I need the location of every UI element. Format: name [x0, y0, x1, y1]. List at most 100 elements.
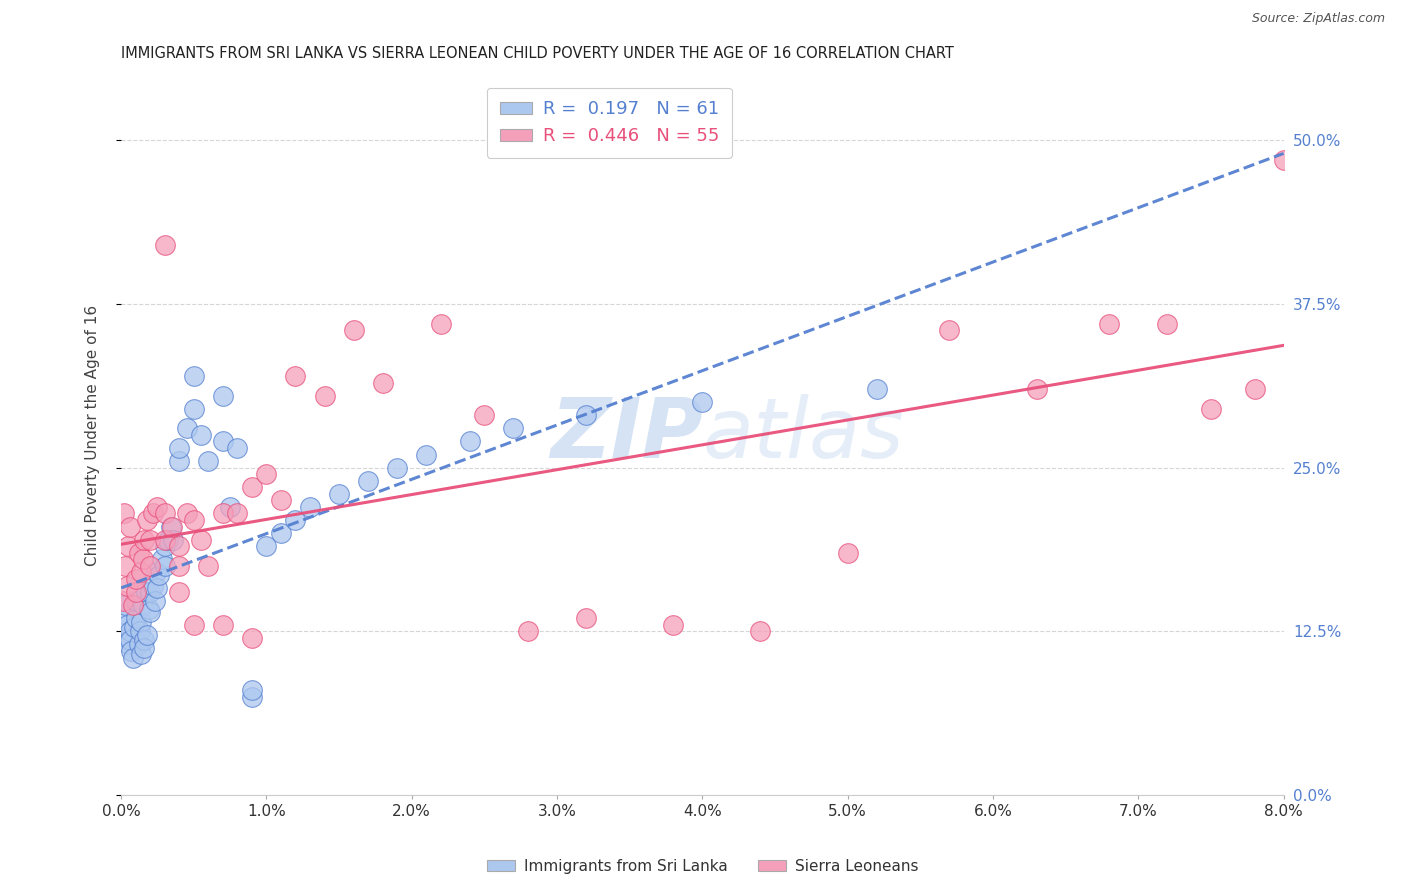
Point — [134, 641, 156, 656]
Point — [117, 637, 139, 651]
Point — [270, 526, 292, 541]
Point — [474, 409, 496, 423]
Point — [387, 460, 409, 475]
Point — [121, 650, 143, 665]
Point — [167, 539, 190, 553]
Point — [240, 690, 263, 704]
Point — [256, 539, 278, 553]
Point — [121, 598, 143, 612]
Point — [343, 323, 366, 337]
Point — [240, 683, 263, 698]
Point — [517, 624, 540, 639]
Point — [132, 598, 155, 612]
Point — [153, 539, 176, 553]
Point — [111, 594, 134, 608]
Point — [167, 585, 190, 599]
Point — [115, 631, 138, 645]
Point — [226, 507, 249, 521]
Point — [371, 376, 394, 390]
Point — [270, 493, 292, 508]
Point — [183, 401, 205, 416]
Point — [167, 558, 190, 573]
Point — [139, 605, 162, 619]
Point — [143, 594, 166, 608]
Point — [240, 631, 263, 645]
Point — [139, 533, 162, 547]
Point — [226, 441, 249, 455]
Point — [153, 558, 176, 573]
Point — [167, 454, 190, 468]
Legend: Immigrants from Sri Lanka, Sierra Leoneans: Immigrants from Sri Lanka, Sierra Leonea… — [481, 853, 925, 880]
Point — [938, 323, 960, 337]
Point — [112, 507, 135, 521]
Point — [328, 487, 350, 501]
Point — [575, 409, 598, 423]
Point — [1156, 317, 1178, 331]
Point — [240, 480, 263, 494]
Point — [115, 617, 138, 632]
Point — [117, 539, 139, 553]
Point — [1272, 153, 1295, 167]
Point — [284, 369, 307, 384]
Point — [749, 624, 772, 639]
Point — [176, 421, 198, 435]
Point — [124, 572, 146, 586]
Point — [1025, 382, 1047, 396]
Point — [284, 513, 307, 527]
Point — [575, 611, 598, 625]
Point — [134, 633, 156, 648]
Point — [112, 607, 135, 622]
Point — [502, 421, 524, 435]
Point — [146, 500, 169, 514]
Point — [256, 467, 278, 482]
Point — [118, 519, 141, 533]
Point — [153, 533, 176, 547]
Point — [118, 633, 141, 648]
Point — [131, 647, 153, 661]
Point — [145, 566, 167, 580]
Point — [162, 533, 184, 547]
Point — [131, 566, 153, 580]
Point — [159, 519, 181, 533]
Point — [138, 602, 160, 616]
Point — [314, 389, 336, 403]
Point — [219, 500, 242, 514]
Point — [124, 611, 146, 625]
Point — [142, 507, 165, 521]
Point — [153, 238, 176, 252]
Point — [136, 513, 159, 527]
Point — [146, 581, 169, 595]
Point — [183, 617, 205, 632]
Point — [131, 615, 153, 629]
Point — [190, 533, 212, 547]
Point — [197, 558, 219, 573]
Point — [115, 578, 138, 592]
Point — [132, 552, 155, 566]
Point — [160, 519, 183, 533]
Point — [153, 507, 176, 521]
Point — [211, 507, 233, 521]
Point — [692, 395, 714, 409]
Point — [156, 533, 179, 547]
Point — [139, 585, 162, 599]
Y-axis label: Child Poverty Under the Age of 16: Child Poverty Under the Age of 16 — [86, 304, 100, 566]
Point — [176, 507, 198, 521]
Point — [135, 585, 157, 599]
Point — [167, 441, 190, 455]
Point — [120, 644, 142, 658]
Legend: R =  0.197   N = 61, R =  0.446   N = 55: R = 0.197 N = 61, R = 0.446 N = 55 — [486, 87, 733, 158]
Text: atlas: atlas — [703, 394, 904, 475]
Point — [128, 546, 150, 560]
Point — [1199, 401, 1222, 416]
Point — [128, 637, 150, 651]
Point — [1098, 317, 1121, 331]
Point — [129, 624, 152, 639]
Point — [148, 568, 170, 582]
Point — [299, 500, 322, 514]
Point — [136, 628, 159, 642]
Point — [662, 617, 685, 632]
Point — [142, 578, 165, 592]
Point — [837, 546, 859, 560]
Point — [139, 558, 162, 573]
Point — [124, 594, 146, 608]
